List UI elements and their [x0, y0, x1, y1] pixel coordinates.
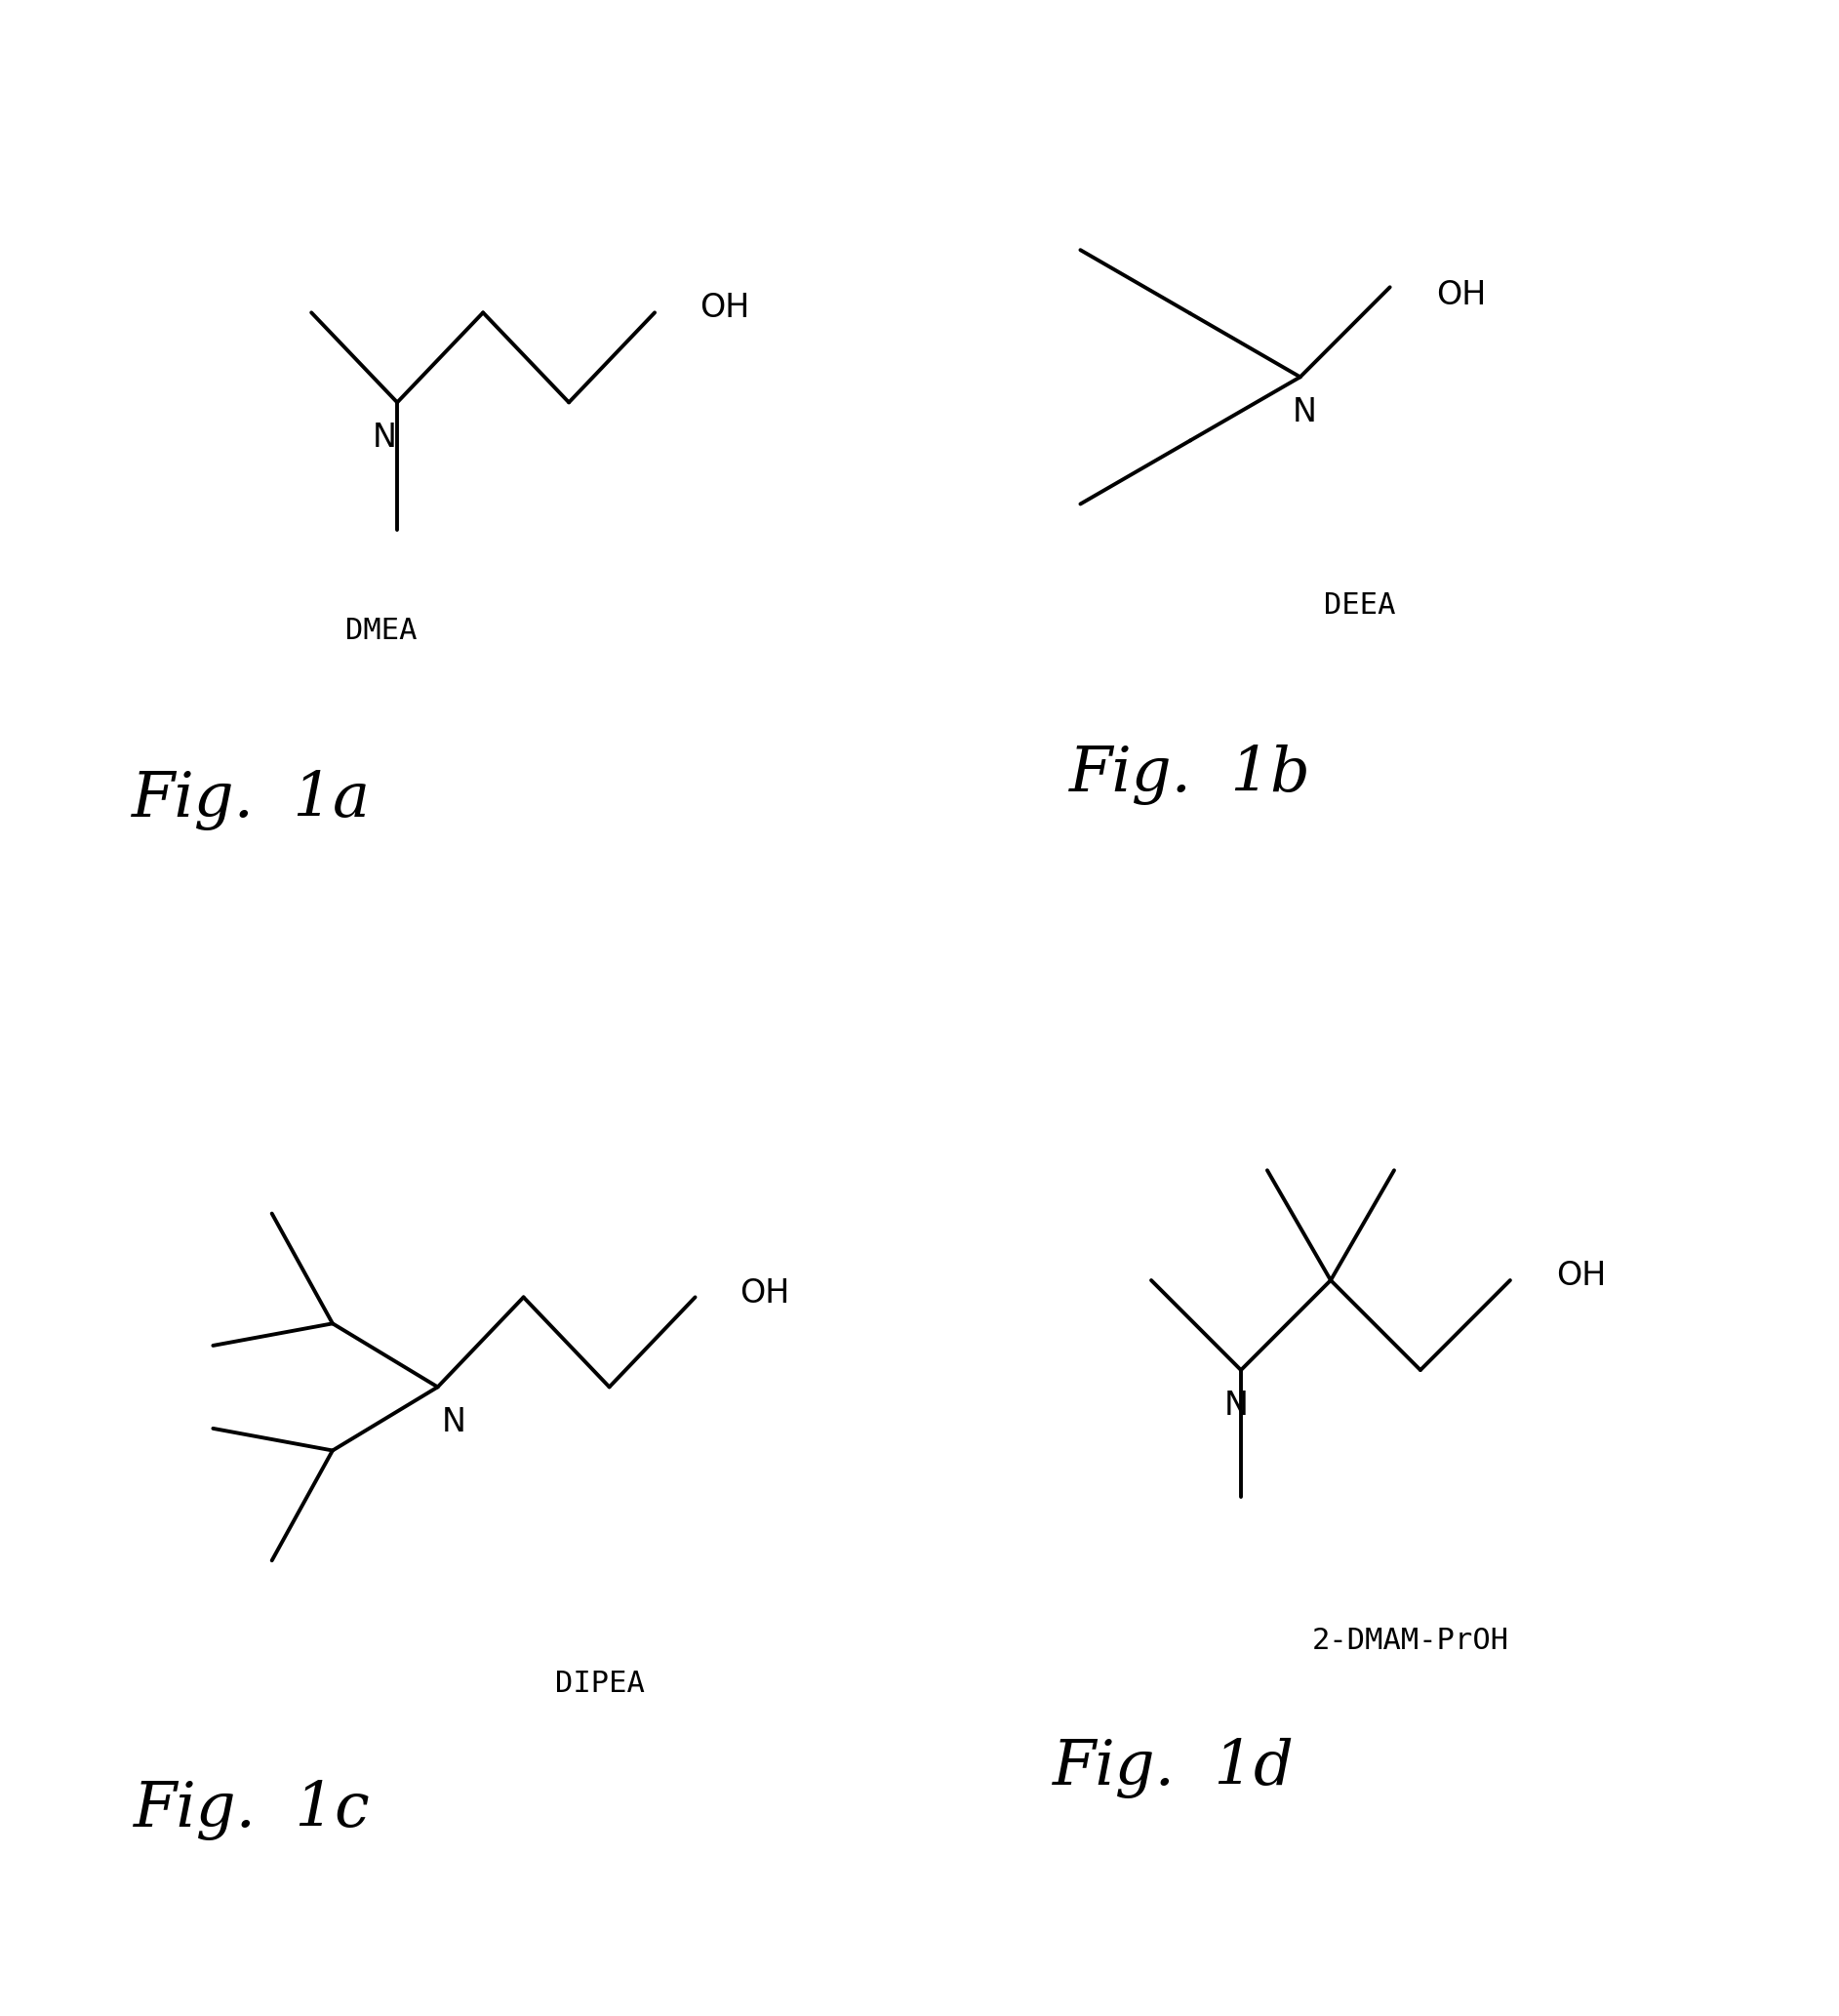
- Text: OH: OH: [1436, 280, 1486, 312]
- Text: OH: OH: [699, 292, 748, 325]
- Text: DIPEA: DIPEA: [555, 1669, 644, 1697]
- Text: Fig.  1b: Fig. 1b: [1068, 744, 1311, 804]
- Text: Fig.  1c: Fig. 1c: [132, 1780, 370, 1841]
- Text: N: N: [1225, 1389, 1249, 1421]
- Text: OH: OH: [739, 1276, 789, 1308]
- Text: N: N: [441, 1407, 465, 1439]
- Text: Fig.  1a: Fig. 1a: [132, 770, 371, 831]
- Text: OH: OH: [1556, 1260, 1607, 1292]
- Text: 2-DMAM-PrOH: 2-DMAM-PrOH: [1311, 1627, 1508, 1655]
- Text: Fig.  1d: Fig. 1d: [1052, 1738, 1295, 1798]
- Text: DEEA: DEEA: [1324, 591, 1396, 619]
- Text: N: N: [1293, 397, 1317, 429]
- Text: DMEA: DMEA: [346, 617, 417, 645]
- Text: N: N: [373, 421, 397, 454]
